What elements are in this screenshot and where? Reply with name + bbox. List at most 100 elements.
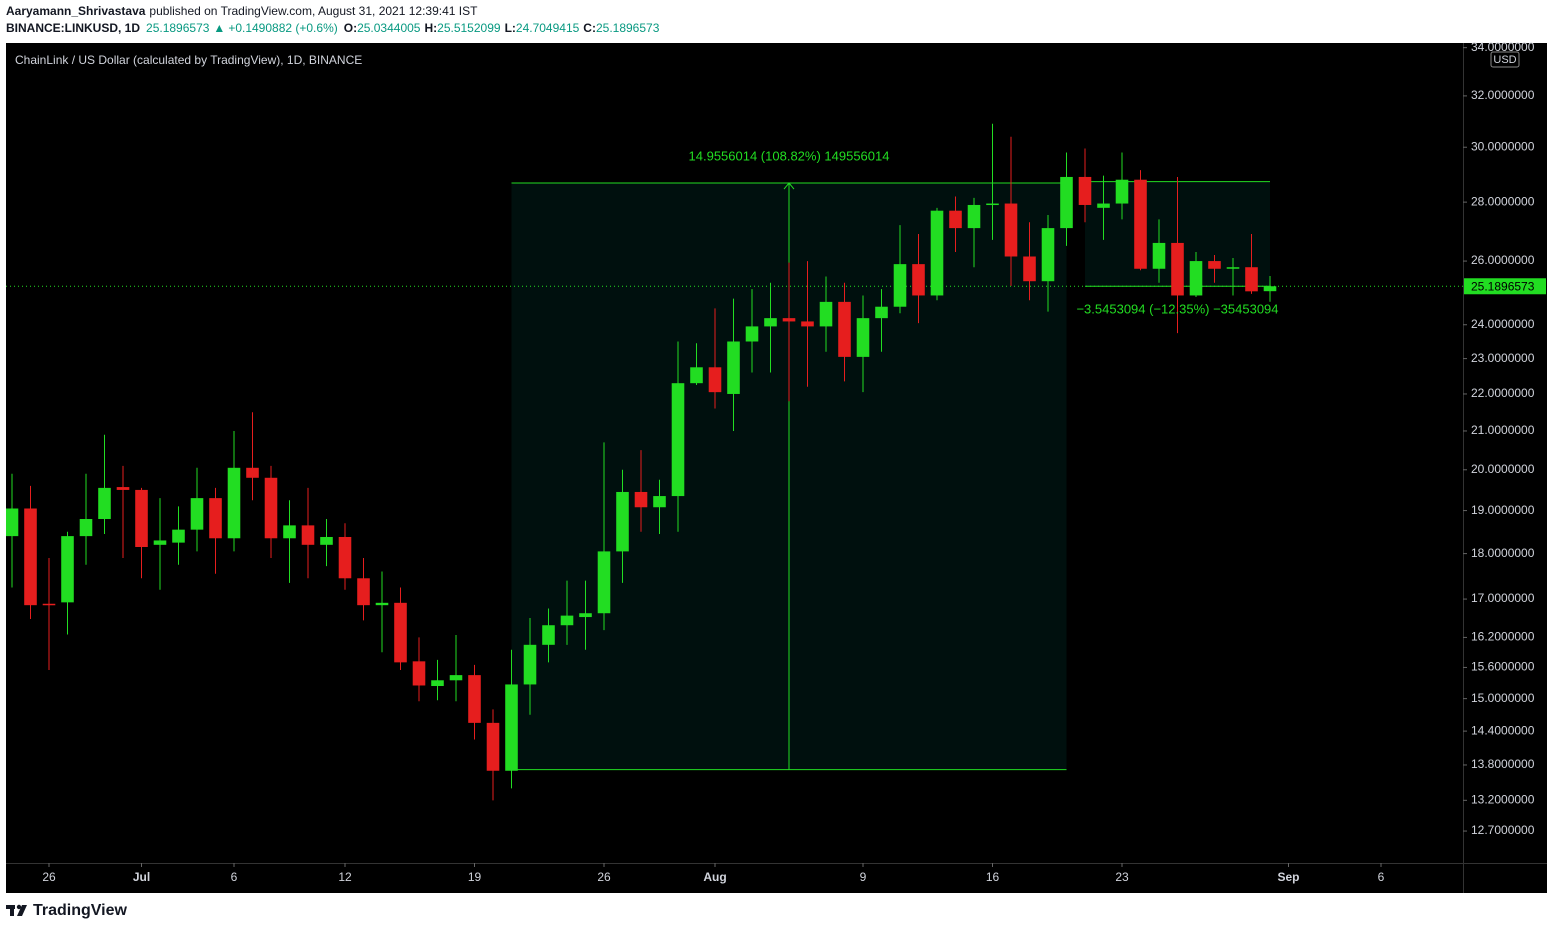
- x-tick-label: 6: [1378, 870, 1385, 884]
- last-price-tag: [1464, 278, 1546, 295]
- candle-body: [449, 675, 463, 681]
- x-tick-label: Sep: [1277, 870, 1299, 884]
- candle-body: [597, 551, 611, 614]
- candle-body: [468, 675, 481, 723]
- chart-background: [6, 43, 1547, 893]
- x-tick-label: Aug: [703, 870, 726, 884]
- candle-body: [172, 529, 185, 543]
- candle-body: [190, 498, 204, 530]
- candle-body: [690, 367, 703, 384]
- candle-body: [135, 489, 148, 547]
- candle-body: [98, 487, 111, 520]
- candle-body: [209, 498, 222, 539]
- y-tick-label: 15.6000000: [1471, 660, 1535, 674]
- candle-body: [394, 602, 407, 663]
- x-tick-label: 16: [986, 870, 1000, 884]
- candle-body: [1023, 256, 1036, 282]
- candle-body: [1097, 203, 1110, 208]
- candle-body: [745, 326, 759, 342]
- y-tick-label: 32.0000000: [1471, 88, 1535, 102]
- candle-body: [6, 508, 19, 537]
- currency-box: [1490, 51, 1520, 68]
- candle-body: [1208, 261, 1221, 269]
- candle-body: [431, 680, 444, 687]
- candle-body: [634, 491, 648, 508]
- currency-label: USD: [1493, 54, 1516, 66]
- y-tick-label: 22.0000000: [1471, 386, 1535, 400]
- candle-body: [1226, 267, 1240, 269]
- candle-body: [505, 684, 518, 771]
- candle-body: [24, 508, 37, 606]
- x-tick-label: 26: [42, 870, 56, 884]
- candle-body: [893, 264, 907, 307]
- candle-body: [801, 321, 814, 327]
- candle-body: [875, 306, 888, 319]
- candle-body: [1152, 242, 1166, 269]
- candle-body: [727, 341, 740, 394]
- x-tick-label: 26: [597, 870, 611, 884]
- ohlc-value: 25.1896573: [596, 21, 660, 35]
- candle-body: [616, 491, 629, 552]
- x-tick-label: 23: [1115, 870, 1129, 884]
- candle-body: [819, 301, 833, 327]
- candle-body: [523, 644, 537, 685]
- candle-body: [301, 525, 315, 545]
- candle-body: [61, 536, 74, 603]
- candle-body: [1245, 267, 1258, 292]
- candle-body: [264, 477, 278, 539]
- ohlc-label: O:: [344, 21, 357, 35]
- x-tick-label: 9: [860, 870, 867, 884]
- x-tick-label: Jul: [133, 870, 150, 884]
- candle-body: [560, 615, 574, 626]
- y-tick-label: 21.0000000: [1471, 423, 1535, 437]
- candle-body: [930, 210, 944, 296]
- candle-body: [1189, 261, 1203, 296]
- candle-body: [764, 318, 777, 327]
- candle-body: [1115, 179, 1129, 204]
- ohlc-label: L:: [505, 21, 516, 35]
- candle-body: [1078, 176, 1092, 205]
- y-tick-label: 20.0000000: [1471, 462, 1535, 476]
- plot-area: [6, 123, 1463, 801]
- candle-body: [856, 318, 870, 357]
- candle-body: [1041, 228, 1055, 282]
- candle-body: [375, 602, 389, 606]
- x-tick-label: 19: [468, 870, 482, 884]
- y-tick-label: 13.8000000: [1471, 757, 1535, 771]
- y-tick-label: 28.0000000: [1471, 194, 1535, 208]
- author: Aaryamann_Shrivastava: [6, 4, 146, 18]
- symbol: BINANCE:LINKUSD, 1D: [6, 21, 140, 35]
- candle-body: [1263, 286, 1277, 292]
- y-tick-label: 17.0000000: [1471, 591, 1535, 605]
- candle-body: [116, 487, 130, 490]
- candle-body: [338, 536, 352, 579]
- candle-body: [838, 301, 851, 357]
- y-tick-label: 19.0000000: [1471, 503, 1535, 517]
- candle-body: [1134, 179, 1147, 269]
- candle-body: [1171, 242, 1184, 296]
- measure-label: −3.5453094 (−12.35%) −35453094: [1076, 302, 1278, 317]
- measure-label: 14.9556014 (108.82%) 149556014: [689, 148, 890, 163]
- publish-line: Aaryamann_Shrivastava published on Tradin…: [6, 4, 478, 18]
- candle-body: [320, 536, 333, 545]
- y-tick-label: 30.0000000: [1471, 139, 1535, 153]
- candle-body: [357, 578, 370, 606]
- y-tick-label: 24.0000000: [1471, 317, 1535, 331]
- y-tick-label: 23.0000000: [1471, 351, 1535, 365]
- candle-body: [153, 540, 167, 545]
- candle-body: [671, 383, 685, 497]
- candle-body: [42, 603, 56, 606]
- chart-title: ChainLink / US Dollar (calculated by Tra…: [15, 53, 362, 67]
- candle-body: [653, 496, 666, 508]
- y-tick-label: 18.0000000: [1471, 546, 1535, 560]
- candle-body: [782, 318, 796, 322]
- x-tick-label: 12: [338, 870, 352, 884]
- ohlc-value: 25.0344005: [357, 21, 421, 35]
- measure-arrowhead: [783, 182, 795, 190]
- ohlc-label: C:: [583, 21, 596, 35]
- ohlc-value: 24.7049415: [516, 21, 580, 35]
- y-tick-label: 16.2000000: [1471, 630, 1535, 644]
- candle-body: [986, 203, 999, 206]
